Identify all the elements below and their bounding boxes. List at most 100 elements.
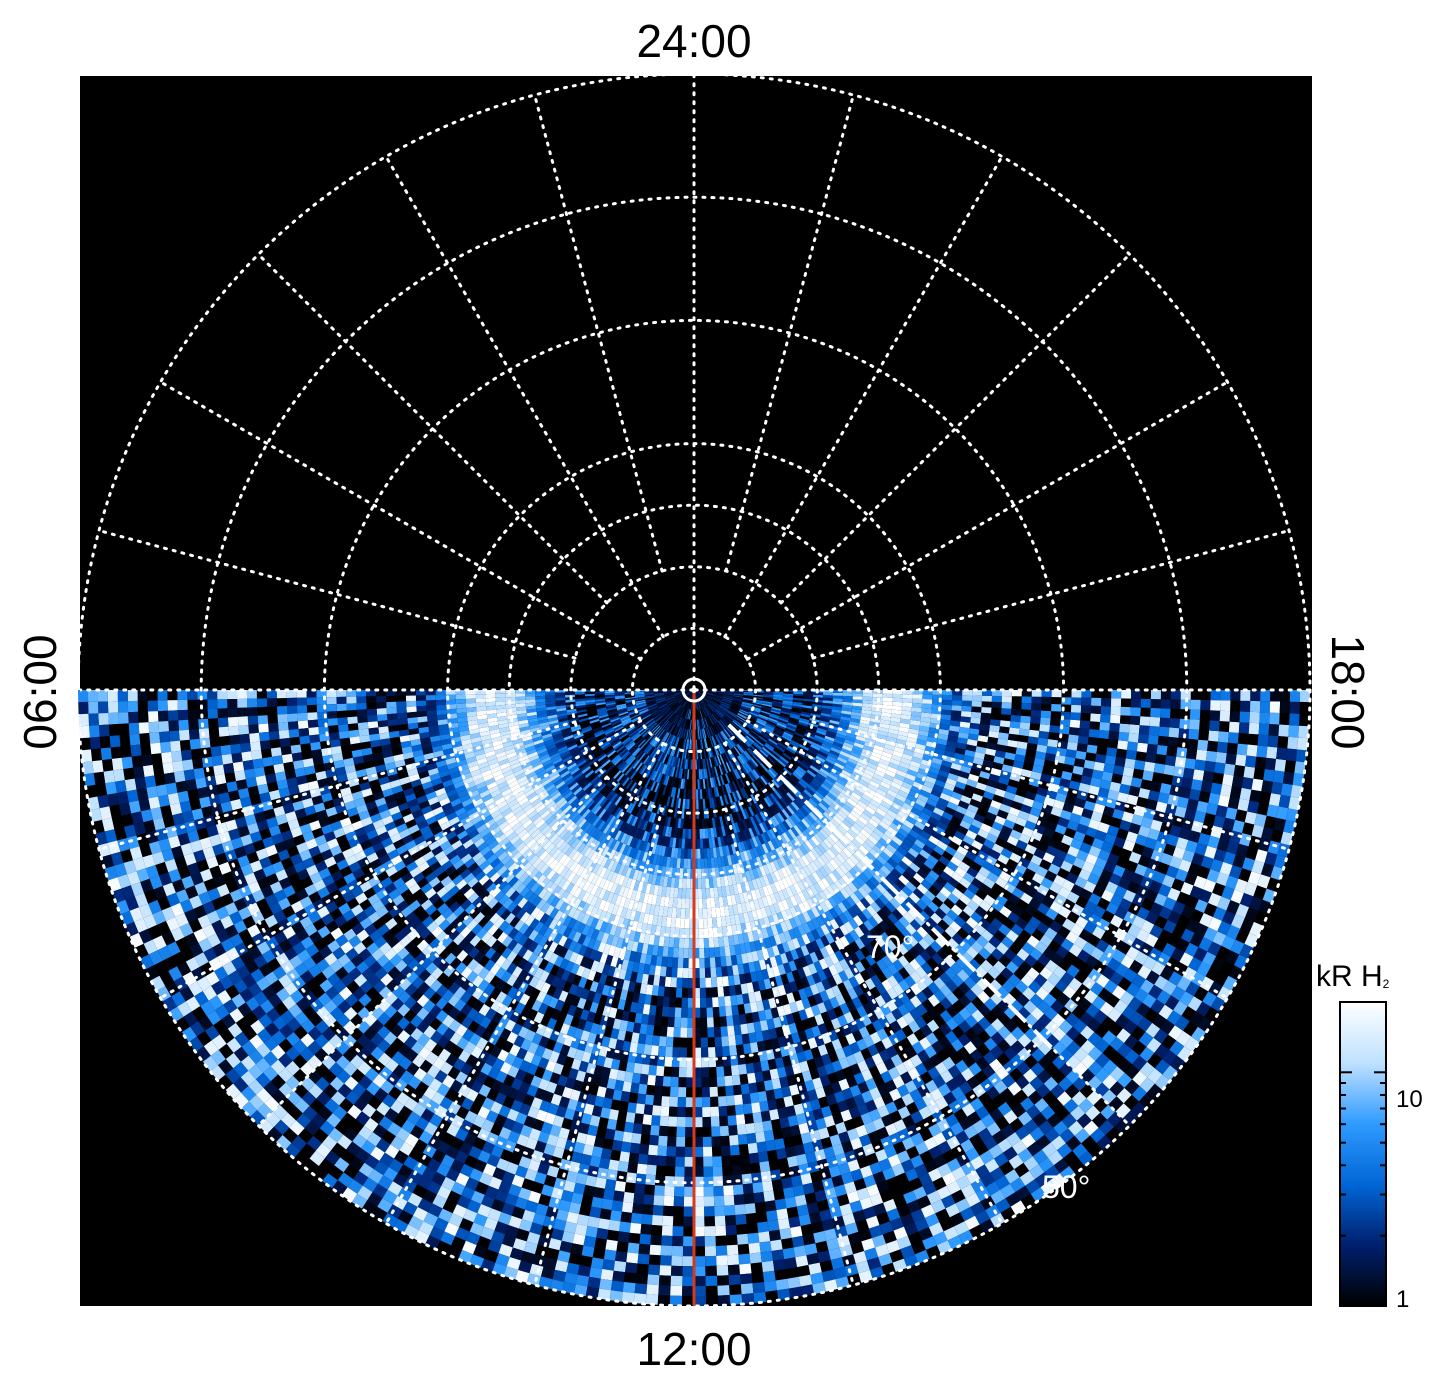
heatmap-cell: [671, 977, 677, 987]
heatmap-cell: [681, 1008, 688, 1018]
heatmap-cell: [719, 1006, 726, 1017]
heatmap-cell: [680, 858, 684, 868]
heatmap-cell: [951, 715, 962, 721]
heatmap-cell: [699, 948, 704, 958]
heatmap-cell: [710, 957, 716, 967]
heatmap-cell: [716, 967, 722, 977]
heatmap-cell: [466, 694, 476, 699]
heatmap-cell: [699, 918, 704, 928]
heatmap-cell: [700, 839, 704, 849]
heatmap-cell: [713, 927, 719, 937]
heatmap-cell: [704, 948, 710, 958]
heatmap-cell: [377, 714, 388, 721]
heatmap-cell: [697, 839, 700, 849]
heatmap-cell: [1010, 715, 1021, 722]
heatmap-cell: [942, 705, 952, 711]
heatmap-cell: [853, 693, 863, 697]
heatmap-cell: [657, 996, 664, 1007]
heatmap-cell: [941, 710, 951, 716]
heatmap-cell: [717, 977, 724, 987]
heatmap-cell: [981, 707, 991, 713]
heatmap-cell: [713, 1007, 720, 1017]
heatmap-cell: [684, 938, 689, 948]
heatmap-cell: [922, 704, 932, 709]
heatmap-cell: [962, 701, 972, 707]
heatmap-cell: [681, 1018, 688, 1028]
heatmap-cell: [677, 978, 683, 988]
heatmap-cell: [388, 719, 399, 726]
heatmap-cell: [687, 859, 691, 869]
heatmap-cell: [708, 918, 713, 928]
heatmap-cell: [707, 1007, 714, 1017]
heatmap-cell: [426, 705, 436, 711]
heatmap-cell: [697, 829, 700, 839]
heatmap-cell: [446, 709, 456, 715]
heatmap-cell: [688, 829, 691, 839]
heatmap-cell: [982, 701, 992, 707]
heatmap-cell: [705, 978, 711, 988]
heatmap-cell: [681, 898, 686, 908]
heatmap-cell: [712, 997, 719, 1007]
heatmap-cell: [515, 693, 525, 697]
heatmap-cell: [678, 958, 684, 968]
heatmap-cell: [358, 722, 369, 730]
heatmap-cell: [912, 699, 922, 704]
heatmap-cell: [687, 849, 691, 859]
heatmap-cell: [863, 697, 873, 701]
heatmap-cell: [701, 878, 705, 888]
heatmap-cell: [495, 697, 505, 701]
heatmap-cell: [427, 710, 437, 716]
heatmap-cell: [698, 899, 703, 909]
heatmap-cell: [700, 978, 706, 988]
heatmap-cell: [922, 699, 932, 704]
heatmap-cell: [863, 693, 873, 697]
heatmap-cell: [685, 899, 690, 909]
heatmap-cell: [873, 694, 883, 698]
heatmap-cell: [853, 696, 863, 700]
heatmap-cell: [476, 702, 486, 707]
heatmap-cell: [961, 706, 971, 712]
heatmap-cell: [712, 987, 719, 997]
heatmap-cell: [476, 698, 486, 703]
heatmap-cell: [707, 1017, 714, 1027]
heatmap-cell: [710, 967, 716, 977]
heatmap-cell: [700, 998, 707, 1008]
heatmap-cell: [971, 712, 981, 718]
heatmap-cell: [705, 958, 711, 968]
heatmap-cell: [704, 858, 708, 868]
heatmap-cell: [679, 938, 684, 948]
heatmap-cell: [700, 849, 704, 859]
heatmap-cell: [709, 938, 715, 948]
heatmap-cell: [683, 968, 689, 978]
heatmap-cell: [962, 695, 972, 701]
heatmap-cell: [437, 710, 447, 716]
heatmap-cell: [892, 698, 902, 703]
heatmap-cell: [698, 879, 702, 889]
heatmap-cell: [684, 859, 688, 869]
heatmap-cell: [717, 987, 724, 998]
heatmap-cell: [669, 997, 676, 1007]
heatmap-cell: [952, 705, 962, 711]
heatmap-cell: [456, 695, 466, 700]
heatmap-cell: [705, 968, 711, 978]
heatmap-cell: [378, 720, 389, 727]
heatmap-cell: [902, 698, 912, 703]
heatmap-cell: [366, 696, 376, 703]
heatmap-cell: [698, 889, 702, 899]
heatmap-cell: [575, 692, 585, 695]
heatmap-cell: [961, 711, 971, 717]
heatmap-cell: [664, 987, 671, 998]
heatmap-cell: [697, 819, 700, 829]
heatmap-cell: [922, 695, 932, 700]
heatmap-cell: [981, 713, 991, 720]
heatmap-cell: [700, 968, 706, 978]
heatmap-cell: [703, 918, 708, 928]
heatmap-cell: [377, 708, 387, 715]
heatmap-cell: [662, 1006, 669, 1017]
heatmap-cell: [667, 957, 673, 967]
heatmap-cell: [711, 977, 717, 987]
heatmap-cell: [681, 908, 686, 918]
heatmap-cell: [952, 695, 962, 700]
heatmap-cell: [516, 700, 526, 704]
